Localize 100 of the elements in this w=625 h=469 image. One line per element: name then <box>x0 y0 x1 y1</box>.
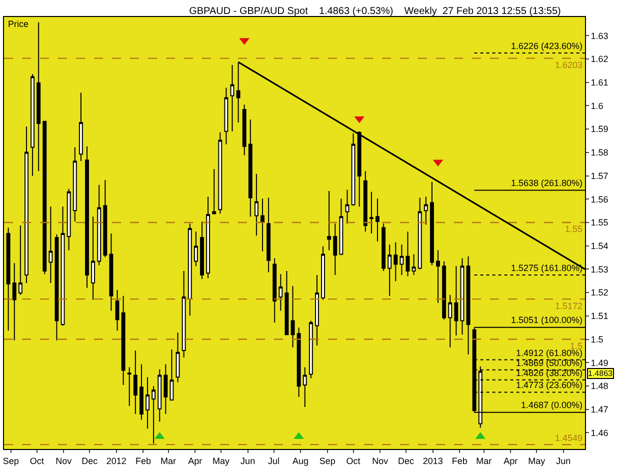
x-tick-label: Oct <box>30 456 44 466</box>
candlestick <box>466 256 470 355</box>
y-tick-label: 1.52 <box>590 288 608 298</box>
candlestick <box>85 146 89 288</box>
x-tick-label: Feb <box>452 456 468 466</box>
candlestick <box>127 366 132 407</box>
candlestick <box>376 198 380 242</box>
candlestick <box>394 242 398 282</box>
x-tick-label: Oct <box>346 456 361 466</box>
candlestick <box>242 104 246 156</box>
y-tick-label: 1.48 <box>590 381 608 392</box>
candlestick <box>284 270 289 336</box>
x-tick-label: Jun <box>240 456 256 466</box>
x-tick-label: Jul <box>268 456 280 466</box>
candlestick <box>66 188 71 251</box>
candlestick <box>412 254 416 276</box>
candlestick <box>230 64 234 132</box>
y-tick-label: 1.47 <box>590 404 608 414</box>
candlestick <box>109 232 114 312</box>
candlestick <box>146 376 150 430</box>
y-tick-label: 1.63 <box>590 30 608 41</box>
candlestick <box>224 87 228 145</box>
y-tick-label: 1.49 <box>590 358 608 368</box>
candlestick <box>36 22 41 172</box>
candlestick <box>321 246 326 300</box>
candlestick <box>6 227 10 332</box>
candlestick <box>454 266 458 336</box>
ref-line-label: 1.5172 <box>555 301 583 311</box>
candlestick <box>133 350 138 414</box>
y-tick-label: 1.58 <box>590 148 608 158</box>
candlestick <box>406 231 410 277</box>
x-tick-label: Feb <box>135 456 151 466</box>
y-tick-label: 1.6 <box>590 100 604 111</box>
candlestick <box>351 132 356 206</box>
candlestick <box>72 146 77 222</box>
candlestick <box>182 270 186 358</box>
x-tick-label: Aug <box>292 456 309 466</box>
candlestick <box>369 191 374 234</box>
candlestick <box>91 216 96 300</box>
ref-line-label: 1.4687 (0.00%) <box>521 400 583 410</box>
candlestick <box>48 206 53 284</box>
x-tick-label: Apr <box>504 456 518 466</box>
candlestick <box>382 223 386 272</box>
candlestick <box>194 231 198 267</box>
candlestick <box>60 206 65 326</box>
candlestick <box>460 258 464 336</box>
candlestick <box>164 364 168 414</box>
x-tick-label: Jun <box>556 456 571 466</box>
candlestick <box>30 73 35 177</box>
x-tick-label: May <box>212 456 230 466</box>
x-tick-label: 2013 <box>422 456 443 466</box>
candlestick <box>97 184 102 266</box>
candlestick <box>266 197 271 273</box>
x-tick-label: 2012 <box>106 456 126 466</box>
candlestick <box>357 130 362 208</box>
candlestick <box>260 198 264 252</box>
x-tick-label: Mar <box>476 456 492 466</box>
ref-line-label: 1.4912 (61.80%) <box>516 348 583 358</box>
candlestick <box>430 181 434 266</box>
y-tick-label: 1.62 <box>590 54 608 64</box>
candlestick <box>200 221 204 280</box>
candlestick <box>308 320 313 379</box>
candlestick <box>212 168 216 216</box>
candlestick <box>448 294 452 348</box>
x-tick-label: Mar <box>160 456 176 466</box>
candlestick <box>121 295 126 386</box>
candlestick <box>115 289 120 332</box>
ref-line-label: 1.55 <box>565 224 583 234</box>
candlestick <box>248 119 252 218</box>
ref-line-label: 1.5 <box>570 341 583 351</box>
x-tick-label: Nov <box>56 456 72 466</box>
candlestick <box>315 274 319 346</box>
candlestick <box>278 274 283 312</box>
text: 1.4863 <box>588 369 614 378</box>
x-tick-label: Dec <box>82 456 98 466</box>
ref-line-label: 1.4549 <box>555 433 583 443</box>
candlestick <box>363 170 368 232</box>
x-tick-label: Dec <box>398 456 415 466</box>
candlestick <box>103 179 108 258</box>
candlestick <box>442 260 446 320</box>
candlestick <box>188 223 192 316</box>
candlestick <box>272 258 277 324</box>
y-tick-label: 1.5 <box>590 334 604 344</box>
ref-line-label: 1.5051 (100.00%) <box>511 315 583 325</box>
ref-line-label: 1.5275 (161.80%) <box>511 263 583 273</box>
ref-line-label: 1.5638 (261.80%) <box>511 178 583 188</box>
y-tick-label: 1.56 <box>590 194 608 204</box>
x-tick-label: Sep <box>2 456 19 466</box>
ref-line-label: 1.4773 (23.60%) <box>516 380 583 390</box>
chart-title: GBPAUD - GBP/AUD Spot 1.4863 (+0.53%) Weekly 27 Feb 2013 12:55 (13:55) <box>189 6 561 18</box>
candlestick <box>302 366 307 408</box>
ref-line-label: 1.6203 <box>555 60 583 70</box>
candlestick <box>170 349 174 400</box>
candlestick <box>327 190 332 251</box>
y-tick-label: 1.53 <box>590 264 608 274</box>
candlestick <box>254 173 258 236</box>
x-tick-label: May <box>528 456 546 466</box>
candlestick <box>418 197 422 270</box>
candlestick <box>78 92 83 162</box>
candlestick <box>339 198 344 256</box>
